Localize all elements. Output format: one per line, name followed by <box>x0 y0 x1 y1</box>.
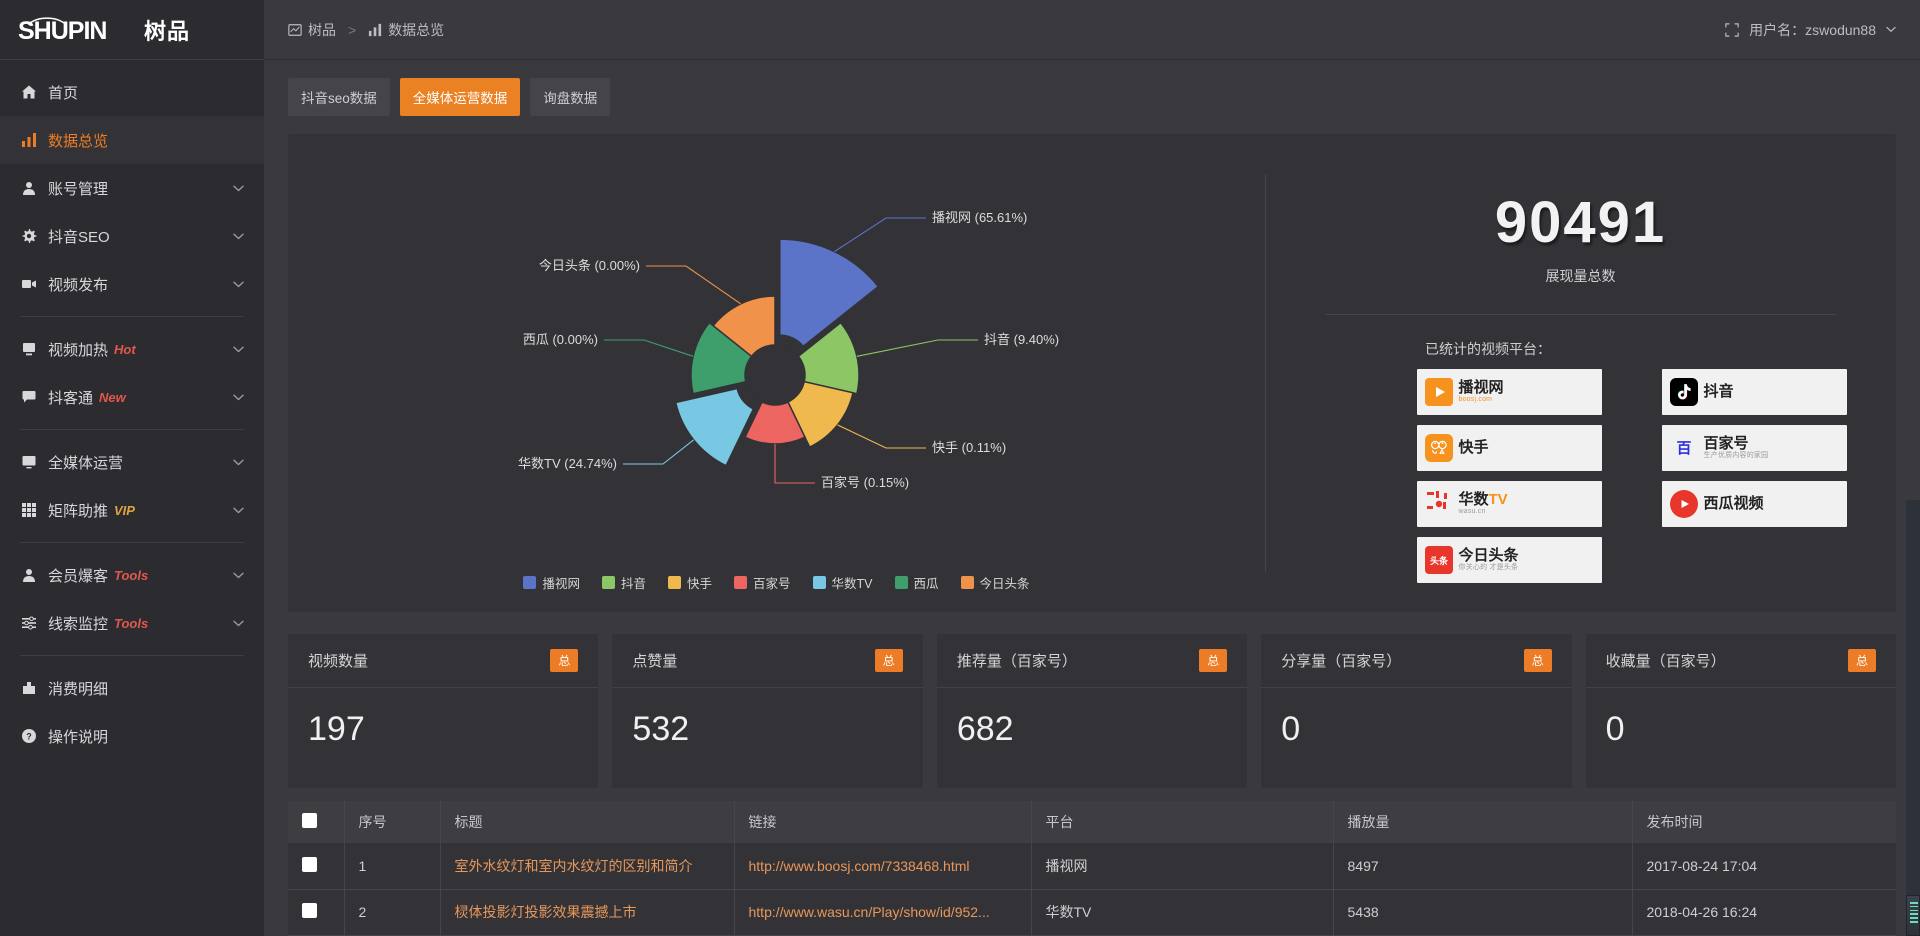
svg-text:播视网 (65.61%): 播视网 (65.61%) <box>932 210 1027 225</box>
svg-text:头条: 头条 <box>1429 555 1448 566</box>
svg-text:西瓜 (0.00%): 西瓜 (0.00%) <box>523 332 598 347</box>
svg-text:抖音 (9.40%): 抖音 (9.40%) <box>984 332 1059 347</box>
svg-text:?: ? <box>26 732 32 742</box>
svg-text:今日头条 (0.00%): 今日头条 (0.00%) <box>539 258 640 273</box>
svg-text:华数TV (24.74%): 华数TV (24.74%) <box>518 456 617 471</box>
svg-text:SHUPIN: SHUPIN <box>18 17 106 45</box>
svg-text:百家号 (0.15%): 百家号 (0.15%) <box>821 475 909 490</box>
svg-text:百: 百 <box>1676 440 1691 457</box>
svg-text:快手 (0.11%): 快手 (0.11%) <box>932 440 1006 455</box>
